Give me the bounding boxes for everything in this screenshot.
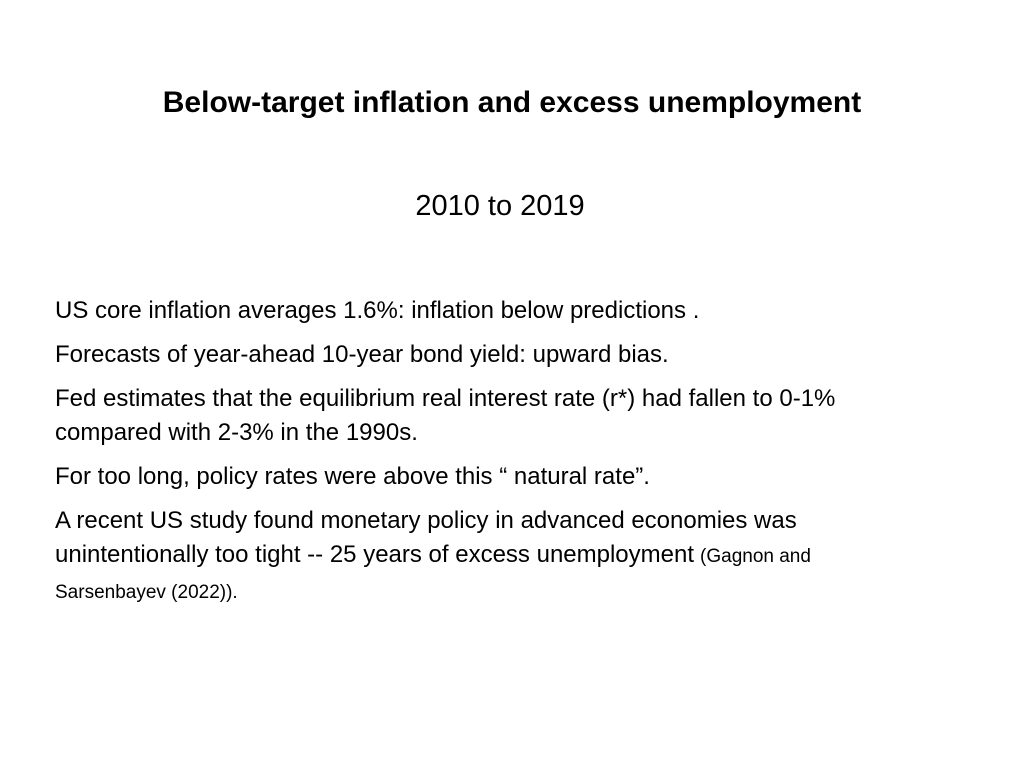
paragraph: Fed estimates that the equilibrium real … — [55, 385, 836, 446]
paragraph-text: A recent US study found monetary policy … — [55, 507, 797, 568]
slide-subtitle: 2010 to 2019 — [415, 190, 585, 222]
slide-title: Below-target inflation and excess unempl… — [162, 86, 862, 119]
paragraph: For too long, policy rates were above th… — [55, 463, 650, 490]
paragraph: A recent US study found monetary policy … — [55, 504, 925, 610]
paragraph: US core inflation averages 1.6%: inflati… — [55, 297, 700, 324]
slide-body: US core inflation averages 1.6%: inflati… — [55, 294, 925, 620]
paragraph: Forecasts of year-ahead 10-year bond yie… — [55, 341, 669, 368]
citation: (Gagnon and Sarsenbayev (2022)). — [55, 546, 811, 603]
